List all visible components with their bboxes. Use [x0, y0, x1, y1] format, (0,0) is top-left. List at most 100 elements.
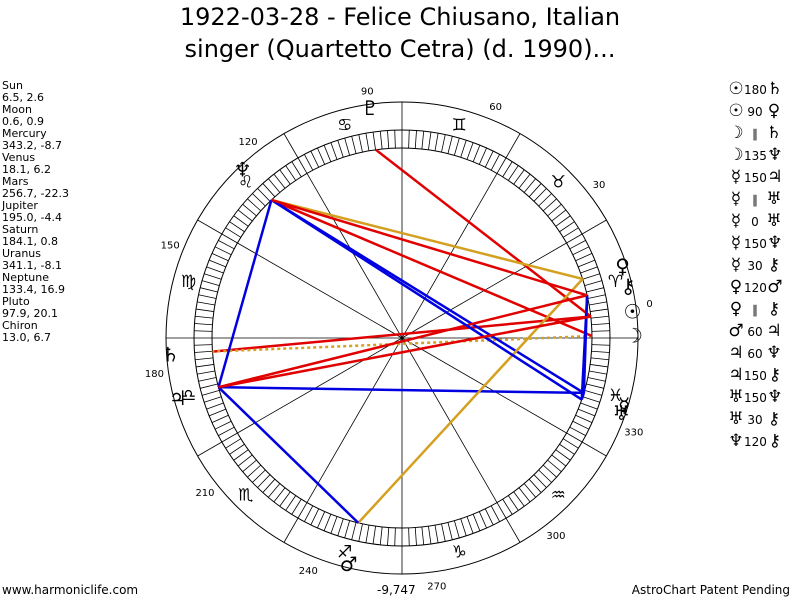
degree-tick: [303, 154, 314, 171]
planet-name: Mars: [2, 175, 29, 188]
zodiac-sign-icon: ♊: [452, 116, 467, 136]
degree-tick: [572, 246, 590, 256]
degree-tick: [200, 383, 218, 389]
degree-tick: [317, 147, 326, 165]
degree-tick: [421, 526, 425, 545]
aspect-planet-b-icon: ♆: [767, 145, 783, 165]
degree-tick: [279, 169, 291, 185]
degree-tick: [204, 396, 222, 403]
degree-tick: [204, 273, 222, 280]
degree-tick: [242, 459, 257, 473]
degree-label: 330: [624, 428, 643, 439]
planet-name: Pluto: [2, 295, 30, 308]
degree-tick: [490, 505, 501, 522]
aspect-angle: 60: [747, 325, 763, 339]
degree-tick: [262, 478, 276, 493]
zodiac-sign-icon: ♓: [608, 386, 623, 406]
aspect-row: ♀ ∥ ⚷: [728, 298, 783, 320]
degree-tick: [387, 130, 390, 149]
aspect-angle: 150: [744, 237, 767, 251]
zodiac-sign-icon: ♋: [337, 116, 352, 136]
footer-value: -9,747: [377, 583, 416, 597]
degree-tick: [408, 527, 410, 546]
outer-spoke: [581, 441, 607, 457]
degree-tick: [447, 522, 453, 540]
degree-tick: [453, 137, 460, 156]
degree-tick: [221, 432, 238, 443]
planet-glyph-icon: ☿: [618, 393, 630, 417]
degree-tick: [252, 193, 266, 207]
degree-tick: [538, 193, 552, 207]
aspect-planet-b-icon: ♀: [767, 101, 781, 121]
degree-tick: [582, 396, 600, 403]
degree-tick: [566, 233, 583, 244]
degree-tick: [453, 520, 460, 539]
degree-tick: [580, 266, 598, 274]
degree-tick: [310, 508, 320, 526]
degree-tick: [496, 502, 507, 519]
planet-position: 13.0, 6.7: [2, 331, 51, 344]
degree-tick: [428, 526, 432, 545]
degree-tick: [447, 136, 453, 154]
degree-tick: [237, 454, 253, 467]
aspect-row: ♃ 60 ♆: [728, 342, 783, 364]
degree-tick: [201, 389, 220, 396]
zodiac-sign-icon: ♏: [238, 485, 253, 505]
aspect-angle: ∥: [752, 127, 758, 141]
degree-tick: [569, 426, 586, 437]
degree-tick: [518, 173, 531, 189]
degree-tick: [528, 183, 542, 198]
aspect-row: ♂ 60 ♃: [728, 320, 783, 342]
planet-glyph-icon: ♂: [340, 552, 358, 576]
degree-tick: [194, 330, 213, 332]
degree-tick: [394, 527, 396, 546]
aspect-planet-a-icon: ☿: [730, 233, 742, 253]
aspect-planet-a-icon: ☿: [730, 167, 742, 187]
degree-tick: [502, 161, 513, 178]
aspect-angle: 150: [744, 171, 767, 185]
degree-tick: [502, 498, 513, 515]
degree-tick: [538, 469, 552, 483]
planet-glyph-icon: ♀: [615, 254, 630, 278]
aspect-planet-b-icon: ⚷: [767, 299, 781, 319]
aspect-line: [218, 385, 584, 395]
degree-tick: [365, 525, 370, 543]
degree-tick: [285, 165, 297, 181]
aspect-planet-a-icon: ♂: [728, 321, 744, 341]
aspect-planet-a-icon: ♃: [728, 365, 744, 385]
degree-tick: [211, 414, 229, 423]
degree-tick: [590, 364, 609, 368]
degree-tick: [195, 308, 214, 312]
aspect-planet-b-icon: ♆: [767, 387, 783, 407]
aspect-planet-a-icon: ♃: [728, 343, 744, 363]
degree-tick: [273, 487, 286, 503]
planet-glyph-icon: ⚷: [621, 274, 636, 298]
degree-tick: [221, 233, 238, 244]
aspect-planet-b-icon: ⚷: [767, 409, 781, 429]
degree-tick: [358, 523, 363, 542]
degree-label: 60: [489, 102, 502, 113]
aspect-angle: 120: [744, 435, 767, 449]
planet-name: Jupiter: [2, 199, 38, 212]
degree-tick: [267, 483, 281, 498]
degree-tick: [218, 239, 235, 250]
planet-position: 343.2, -8.7: [2, 139, 62, 152]
degree-tick: [591, 344, 610, 346]
aspect-planet-a-icon: ♀: [729, 277, 743, 297]
degree-tick: [466, 142, 474, 160]
degree-tick: [421, 131, 425, 150]
aspect-line: [218, 315, 592, 389]
degree-tick: [247, 464, 262, 478]
degree-tick: [484, 150, 494, 168]
degree-tick: [285, 495, 297, 511]
degree-tick: [555, 215, 571, 227]
aspect-planet-a-icon: ☿: [730, 189, 742, 209]
degree-tick: [365, 133, 370, 151]
planet-glyph-icon: ☽: [625, 324, 643, 348]
degree-label: 300: [546, 531, 565, 542]
degree-tick: [478, 511, 487, 529]
degree-tick: [279, 491, 291, 507]
planet-name: Saturn: [2, 223, 39, 236]
degree-tick: [194, 323, 213, 326]
